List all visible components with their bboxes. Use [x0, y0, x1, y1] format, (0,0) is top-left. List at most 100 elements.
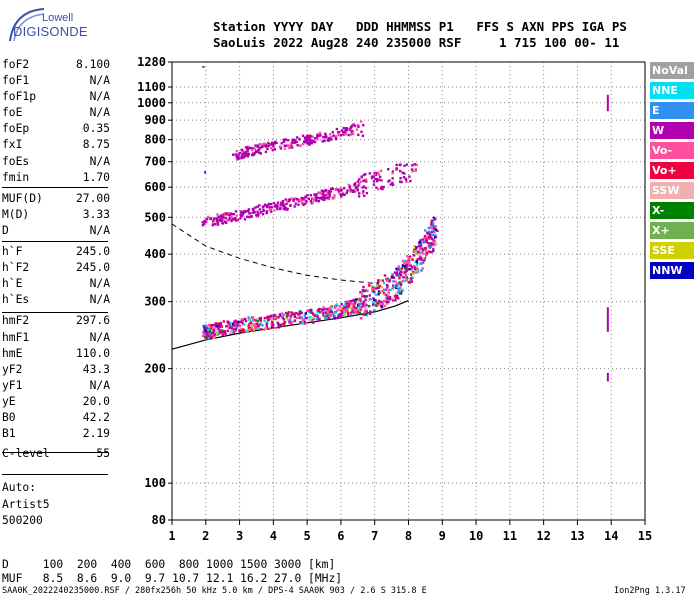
- param-row: yF1 N/A: [2, 378, 110, 394]
- plot-frame: [171, 61, 646, 521]
- echo-point: [276, 203, 279, 206]
- echo-point: [395, 296, 398, 299]
- echo-point: [418, 241, 422, 244]
- echo-point: [391, 181, 394, 185]
- param-value: 110.0: [75, 346, 110, 360]
- echo-point: [352, 305, 356, 308]
- echo-point: [230, 218, 234, 222]
- echo-point: [350, 312, 353, 316]
- echo-point: [330, 138, 333, 141]
- echo-point: [362, 173, 366, 177]
- param-row: foF1p N/A: [2, 89, 110, 105]
- echo-point: [364, 173, 367, 176]
- header-labels-line: Station YYYY DAY DDD HHMMSS P1 FFS S AXN…: [213, 19, 627, 34]
- echo-point: [275, 316, 278, 320]
- param-name: B0: [2, 410, 16, 424]
- echo-point: [263, 142, 266, 145]
- echo-point: [213, 217, 216, 220]
- echo-point: [254, 144, 257, 147]
- echo-point: [266, 315, 269, 319]
- param-row: C-level 55: [2, 446, 110, 462]
- echo-point: [356, 304, 360, 307]
- echo-point: [305, 200, 308, 203]
- param-value: N/A: [89, 223, 110, 237]
- echo-point: [309, 194, 312, 197]
- echo-point: [344, 129, 347, 132]
- echo-point: [360, 130, 363, 133]
- echo-point: [377, 188, 380, 191]
- echo-point: [273, 140, 277, 144]
- echo-point: [367, 284, 371, 287]
- echo-point: [426, 231, 429, 234]
- echo-point: [223, 332, 226, 335]
- echo-point: [220, 219, 223, 222]
- echo-point: [282, 204, 286, 207]
- echo-point: [318, 134, 321, 137]
- echo-point: [411, 170, 414, 173]
- echo-point: [202, 324, 205, 328]
- echo-point: [332, 134, 335, 137]
- echo-point: [364, 307, 367, 310]
- echo-point: [252, 208, 255, 211]
- echo-point: [265, 325, 269, 328]
- echo-point: [401, 271, 405, 274]
- echo-point: [258, 204, 261, 207]
- echo-point: [243, 210, 247, 214]
- legend-item: E: [650, 102, 694, 119]
- echo-point: [374, 299, 377, 302]
- echo-point: [403, 172, 406, 175]
- echo-point: [303, 320, 306, 323]
- echo-point: [251, 211, 254, 214]
- echo-point: [294, 140, 297, 144]
- echo-point: [376, 282, 379, 285]
- echo-point: [264, 150, 268, 154]
- param-row: foF2 8.100: [2, 57, 110, 73]
- echo-point: [245, 330, 248, 333]
- echo-point: [356, 189, 359, 192]
- echo-point: [339, 193, 343, 196]
- echo-point: [376, 301, 380, 304]
- echo-point: [407, 281, 411, 284]
- y-tick-label: 80: [152, 513, 166, 527]
- echo-point: [347, 313, 350, 316]
- echo-point: [289, 317, 292, 320]
- echo-point: [377, 279, 380, 282]
- echo-point: [373, 298, 376, 302]
- echo-point: [290, 323, 293, 326]
- echo-point: [431, 219, 434, 222]
- echo-point: [408, 267, 411, 271]
- echo-point: [309, 316, 312, 319]
- echo-point: [369, 312, 372, 315]
- echo-point: [330, 135, 333, 139]
- echo-point: [326, 194, 329, 197]
- echo-point: [208, 330, 212, 333]
- echo-point: [380, 286, 383, 289]
- echo-point: [422, 257, 425, 260]
- echo-point: [315, 317, 318, 321]
- echo-point: [315, 199, 318, 202]
- echo-point: [391, 273, 394, 276]
- x-tick-label: 8: [405, 529, 412, 543]
- x-tick-label: 4: [270, 529, 277, 543]
- file-info: SAA0K_2022240235000.RSF / 280fx256h 50 k…: [2, 586, 427, 596]
- echo-point: [201, 224, 205, 227]
- echo-point: [237, 157, 241, 160]
- echo-point: [408, 261, 411, 264]
- echo-point: [371, 285, 374, 288]
- echo-point: [312, 313, 315, 316]
- echo-point: [311, 311, 314, 314]
- echo-point: [362, 185, 366, 188]
- echo-point: [413, 250, 417, 253]
- echo-point: [363, 305, 367, 309]
- param-separator: [2, 187, 108, 188]
- echo-point: [429, 245, 433, 248]
- echo-point: [410, 168, 414, 171]
- echo-point: [337, 190, 341, 193]
- echo-point: [409, 277, 413, 280]
- echo-point: [262, 209, 265, 212]
- echo-point: [406, 255, 409, 258]
- echo-point: [276, 201, 280, 204]
- echo-point: [249, 321, 253, 324]
- echo-point: [324, 132, 327, 136]
- echo-point: [342, 126, 345, 130]
